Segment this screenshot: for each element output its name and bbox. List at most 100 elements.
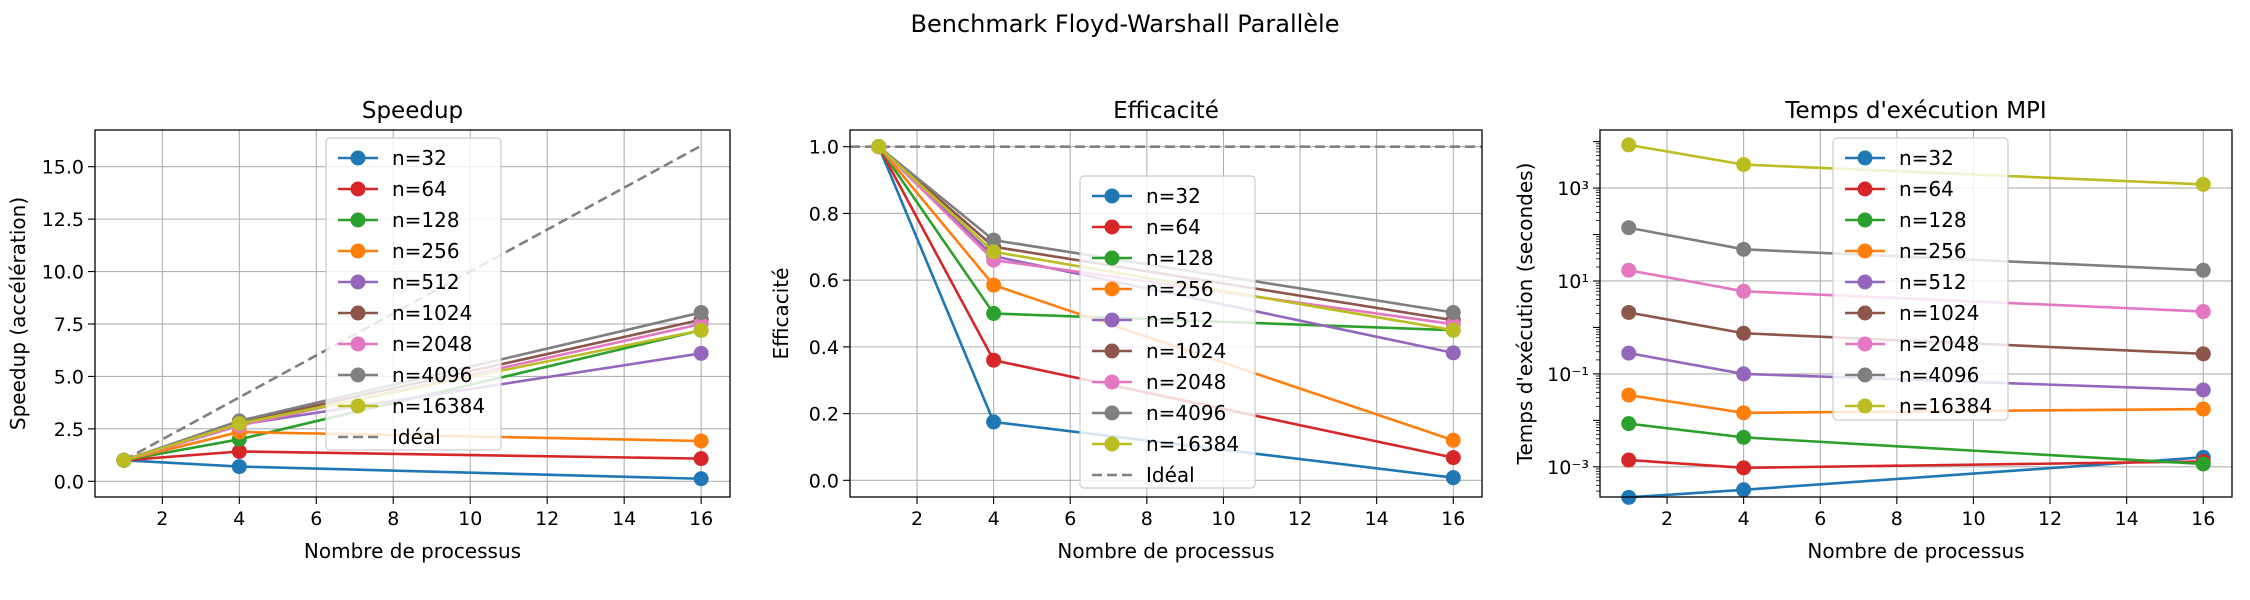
legend-label: Idéal — [1146, 463, 1195, 487]
legend-entry: n=1024 — [1092, 339, 1226, 363]
legend-entry: n=256 — [1845, 239, 1967, 263]
data-point — [1621, 416, 1637, 432]
legend-label: n=128 — [1899, 208, 1967, 232]
data-point — [1736, 405, 1752, 421]
data-point — [2195, 401, 2211, 417]
legend-entry: n=64 — [1092, 215, 1201, 239]
series-n-2048 — [1621, 262, 2211, 320]
legend-label: n=128 — [1146, 246, 1214, 270]
legend-entry: n=4096 — [1845, 363, 1979, 387]
legend-entry: n=1024 — [1845, 301, 1979, 325]
legend-marker — [1104, 281, 1120, 297]
x-tick-label: 12 — [2038, 508, 2062, 530]
y-axis-label: Speedup (accélération) — [6, 197, 30, 430]
data-point — [986, 414, 1002, 430]
legend-marker — [350, 212, 366, 228]
series-n-1024 — [1621, 304, 2211, 362]
legend-marker — [350, 336, 366, 352]
legend-label: n=2048 — [392, 332, 472, 356]
data-point — [871, 139, 887, 155]
legend: n=32 n=64 n=128 n=256 n=512 n=1024 n=2048 n=409… — [1079, 175, 1256, 489]
series-n-16384 — [871, 139, 1461, 338]
legend-entry: n=16384 — [1092, 432, 1239, 456]
series-n-512 — [1621, 345, 2211, 398]
data-point — [1621, 304, 1637, 320]
legend-marker — [1857, 181, 1873, 197]
y-tick-label: 10⁻¹ — [1547, 364, 1589, 386]
y-tick-label: 0.4 — [809, 337, 839, 359]
legend-marker — [1857, 212, 1873, 228]
data-point — [1621, 345, 1637, 361]
data-point — [1445, 304, 1461, 320]
data-point — [693, 345, 709, 361]
legend-label: n=4096 — [1899, 363, 1979, 387]
legend-label: n=64 — [392, 177, 447, 201]
axes-frame — [94, 129, 731, 498]
legend-marker — [1104, 343, 1120, 359]
legend-entry: n=256 — [1092, 277, 1214, 301]
legend-marker — [1104, 405, 1120, 421]
legend-label: n=128 — [392, 208, 460, 232]
legend-entry: n=16384 — [1845, 394, 1992, 418]
legend-entry: n=128 — [338, 208, 460, 232]
x-tick-label: 8 — [387, 508, 399, 530]
legend-label: n=1024 — [1146, 339, 1226, 363]
legend-marker — [350, 305, 366, 321]
legend-box — [1832, 137, 2009, 421]
legend-marker — [350, 150, 366, 166]
subplot-title: Efficacité — [1113, 98, 1219, 124]
data-point — [986, 352, 1002, 368]
legend-marker — [1104, 219, 1120, 235]
subplot-title: Temps d'exécution MPI — [1784, 98, 2046, 124]
series-n-16384 — [1621, 137, 2211, 192]
legend-entry: n=16384 — [338, 394, 485, 418]
legend-label: n=64 — [1146, 215, 1201, 239]
series-line — [123, 450, 702, 462]
data-point — [1445, 432, 1461, 448]
y-tick-label: 0.8 — [809, 203, 839, 225]
y-tick-label: 5.0 — [54, 366, 84, 388]
data-point — [693, 322, 709, 338]
x-tick-label: 2 — [911, 508, 923, 530]
x-tick-label: 14 — [612, 508, 636, 530]
x-axis-label: Nombre de processus — [304, 539, 521, 563]
data-point — [1736, 241, 1752, 257]
data-point — [986, 244, 1002, 260]
y-axis-label: Efficacité — [769, 268, 793, 360]
legend-marker — [1857, 150, 1873, 166]
x-tick-label: 16 — [2191, 508, 2215, 530]
series-n-128 — [1621, 416, 2211, 472]
data-point — [1445, 345, 1461, 361]
legend-box — [325, 137, 502, 451]
data-point — [231, 459, 247, 475]
legend-entry: Idéal — [338, 425, 441, 449]
figure-suptitle: Benchmark Floyd-Warshall Parallèle — [911, 10, 1340, 38]
legend-entry: n=128 — [1092, 246, 1214, 270]
subplots: 2 4 6 8 10 12 14 16 0.0 2.5 5.0 7.5 10.0 12.5 15.0 Spee… — [6, 98, 2233, 563]
legend-entry: n=512 — [338, 270, 460, 294]
data-point — [693, 433, 709, 449]
x-tick-label: 8 — [1141, 508, 1153, 530]
data-point — [693, 304, 709, 320]
legend: n=32 n=64 n=128 n=256 n=512 n=1024 n=2048 n=409… — [1832, 137, 2009, 421]
legend-entry: Idéal — [1092, 463, 1195, 487]
data-point — [986, 306, 1002, 321]
data-point — [1621, 137, 1637, 153]
legend-label: n=1024 — [392, 301, 472, 325]
x-tick-label: 16 — [689, 508, 713, 530]
data-point — [1445, 322, 1461, 338]
data-point — [2195, 304, 2211, 320]
x-tick-label: 10 — [458, 508, 482, 530]
y-tick-label: 12.5 — [42, 209, 84, 231]
y-tick-label: 0.0 — [54, 471, 84, 493]
legend-label: n=256 — [1899, 239, 1967, 263]
data-point — [1736, 429, 1752, 445]
legend-label: n=32 — [1899, 146, 1954, 170]
legend-entry: n=32 — [338, 146, 447, 170]
x-axis-label: Nombre de processus — [1807, 539, 2024, 563]
x-tick-label: 6 — [310, 508, 322, 530]
legend-entry: n=32 — [1845, 146, 1954, 170]
legend-marker — [1104, 436, 1120, 452]
legend-label: n=32 — [1146, 184, 1201, 208]
